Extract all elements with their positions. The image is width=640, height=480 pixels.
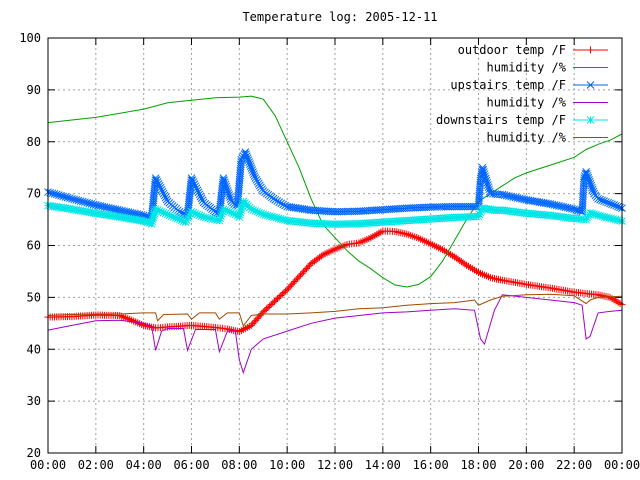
legend-label: humidity /%	[487, 61, 567, 75]
series-line	[47, 293, 623, 327]
y-tick-label: 60	[27, 239, 41, 253]
y-tick-label: 80	[27, 135, 41, 149]
legend-marker	[586, 81, 595, 89]
legend-label: outdoor temp /F	[458, 43, 566, 57]
grid	[48, 38, 622, 453]
legend-item-4: humidity /%	[487, 96, 608, 110]
legend-marker	[587, 46, 594, 54]
legend-marker	[586, 116, 595, 124]
series-2-humidity	[47, 95, 623, 288]
legend-label: humidity /%	[487, 131, 567, 145]
legend: outdoor temp /F humidity /% upstairs temp …	[436, 43, 608, 145]
x-tick-label: 20:00	[508, 458, 544, 472]
y-axis-ticks: 20 30 40 50 60 70 80 90 100	[19, 31, 622, 460]
series-1-outdoor-temp-f	[44, 227, 626, 336]
legend-item-3: upstairs temp /F	[450, 78, 608, 92]
y-tick-label: 50	[27, 290, 41, 304]
x-tick-label: 22:00	[556, 458, 592, 472]
x-tick-label: 18:00	[460, 458, 496, 472]
y-tick-label: 30	[27, 394, 41, 408]
legend-item-5: downstairs temp /F	[436, 113, 608, 127]
legend-item-1: outdoor temp /F	[458, 43, 608, 57]
series-6-humidity	[47, 293, 623, 327]
y-tick-label: 90	[27, 83, 41, 97]
x-tick-label: 00:00	[604, 458, 640, 472]
legend-item-6: humidity /%	[487, 131, 608, 145]
series-line	[47, 95, 623, 288]
x-tick-label: 08:00	[221, 458, 257, 472]
x-tick-label: 10:00	[269, 458, 305, 472]
legend-label: upstairs temp /F	[450, 78, 566, 92]
x-tick-label: 02:00	[78, 458, 114, 472]
x-tick-label: 16:00	[413, 458, 449, 472]
x-tick-label: 12:00	[317, 458, 353, 472]
x-tick-label: 04:00	[126, 458, 162, 472]
series-line	[47, 294, 623, 375]
legend-label: downstairs temp /F	[436, 113, 566, 127]
x-tick-label: 00:00	[30, 458, 66, 472]
y-tick-label: 70	[27, 187, 41, 201]
chart-title: Temperature log: 2005-12-11	[242, 10, 437, 24]
legend-item-2: humidity /%	[487, 61, 608, 75]
plot-frame	[47, 37, 623, 454]
y-tick-label: 20	[27, 446, 41, 460]
legend-label: humidity /%	[487, 96, 567, 110]
x-tick-label: 14:00	[365, 458, 401, 472]
y-tick-label: 100	[19, 31, 41, 45]
x-tick-label: 06:00	[173, 458, 209, 472]
x-axis-ticks: 00:00 02:00 04:00 06:00 08:00 10:00 12:00 14:00…	[30, 38, 640, 472]
series-4-humidity	[47, 294, 623, 375]
y-tick-label: 40	[27, 342, 41, 356]
series-group	[44, 95, 626, 375]
